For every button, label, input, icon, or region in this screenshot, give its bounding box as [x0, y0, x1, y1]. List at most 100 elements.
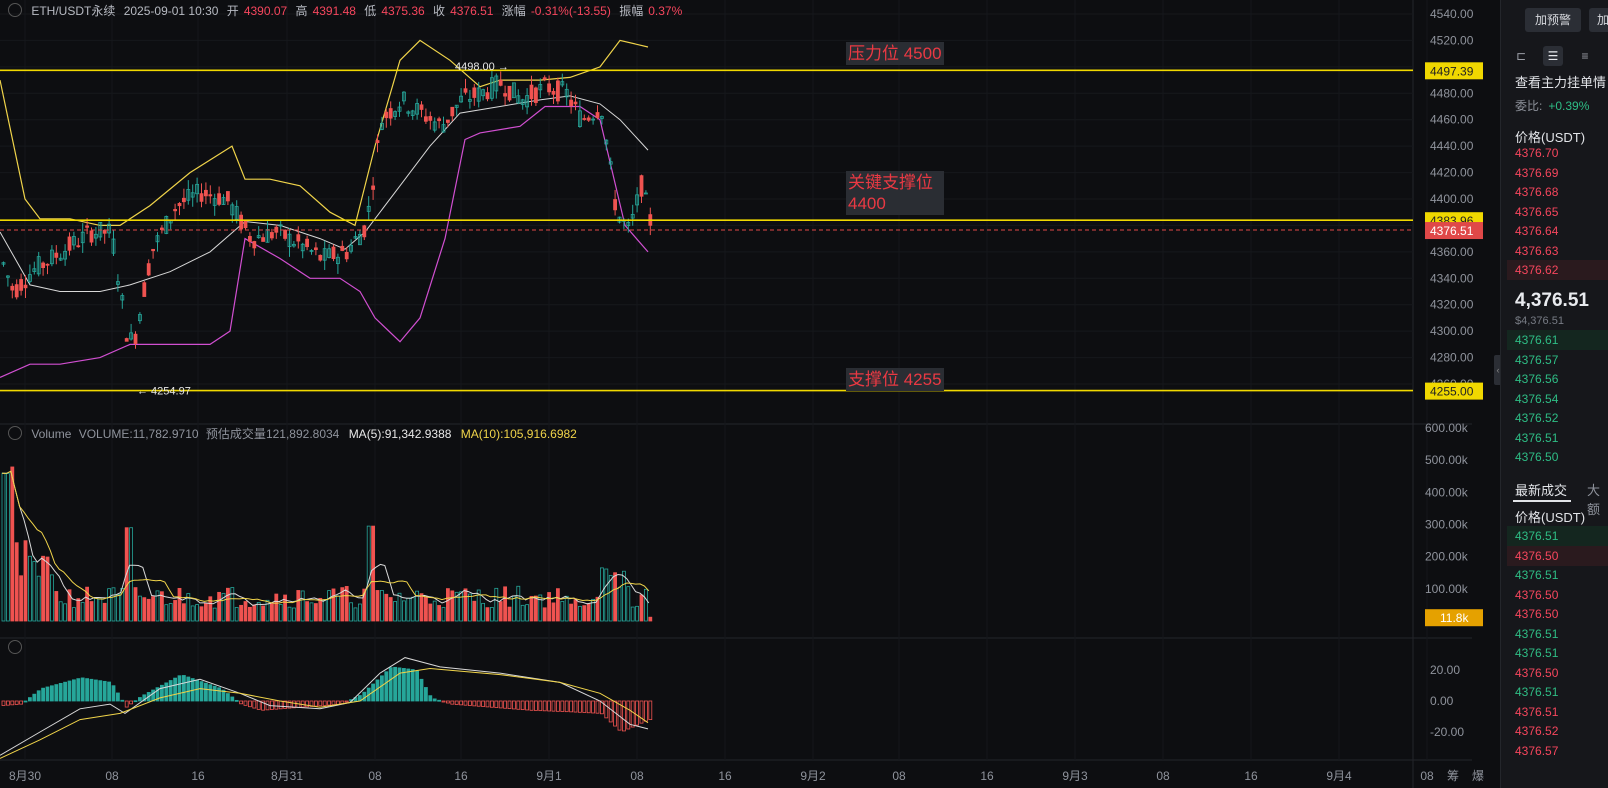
candle-body: [349, 244, 354, 252]
book-asks-icon[interactable]: ≡: [1581, 49, 1589, 63]
tag-4497: 4497.39: [1430, 64, 1474, 78]
volume-bar: [538, 594, 543, 622]
bid-row[interactable]: 4376.57: [1515, 352, 1559, 367]
volume-bar: [582, 605, 587, 622]
volume-bar: [463, 588, 468, 622]
macd-histogram-bar: [305, 700, 310, 708]
bid-row[interactable]: 4376.50: [1515, 450, 1559, 464]
kline-chart[interactable]: 4540.004520.004500.004480.004460.004440.…: [0, 0, 1500, 788]
candle-body: [155, 235, 160, 243]
candle-body: [450, 106, 455, 117]
tab-large-trades[interactable]: 大额: [1587, 483, 1601, 517]
chart-area[interactable]: 4540.004520.004500.004480.004460.004440.…: [0, 0, 1500, 788]
book-both-icon[interactable]: ⊏: [1515, 49, 1527, 63]
volume-bar: [142, 597, 147, 622]
macd-tick-label: 20.00: [1430, 663, 1460, 677]
volume-bar: [32, 561, 37, 622]
candle-body: [467, 99, 472, 102]
bid-row[interactable]: 4376.61: [1507, 330, 1608, 350]
book-bids-icon[interactable]: ☰: [1543, 46, 1563, 66]
macd-histogram-bar: [327, 700, 332, 706]
macd-histogram-bar: [195, 679, 200, 702]
candle-body: [459, 95, 464, 103]
macd-histogram-bar: [151, 689, 156, 702]
candle-body: [454, 104, 459, 108]
collapse-macd-icon[interactable]: [8, 640, 22, 654]
macd-histogram-bar: [67, 680, 72, 702]
key-support-annotation[interactable]: 关键支撑位 4400: [846, 171, 944, 215]
macd-histogram-bar: [441, 700, 446, 703]
candle-body: [296, 234, 301, 242]
ask-row[interactable]: 4376.63: [1515, 243, 1559, 258]
resistance-annotation[interactable]: 压力位 4500: [846, 42, 944, 65]
volume-tag-bg: [1425, 609, 1483, 627]
ask-row[interactable]: 4376.65: [1515, 204, 1559, 219]
panel-collapse-handle[interactable]: ‹: [1494, 355, 1502, 385]
macd-histogram-bar: [234, 699, 239, 702]
boll-mid-line: [0, 95, 649, 292]
ask-row[interactable]: 4376.70: [1515, 146, 1559, 160]
volume-bar: [630, 606, 635, 622]
candle-body: [305, 238, 310, 248]
macd-histogram-bar: [45, 686, 50, 702]
volume-bar: [578, 605, 582, 622]
collapse-volume-icon[interactable]: [8, 426, 22, 440]
time-tick-label: 16: [718, 769, 732, 783]
ask-row[interactable]: 4376.62: [1507, 260, 1608, 280]
bid-row[interactable]: 4376.54: [1515, 391, 1559, 406]
volume-bar: [287, 606, 292, 622]
volume-bar: [397, 592, 402, 622]
time-tick-label: 08: [105, 769, 119, 783]
ask-row[interactable]: 4376.69: [1515, 165, 1559, 180]
candle-body: [309, 250, 314, 252]
trade-row: 4376.51: [1515, 626, 1559, 641]
volume-bar: [208, 596, 213, 622]
volume-bar: [485, 607, 490, 622]
macd-histogram-bar: [168, 680, 173, 702]
collapse-toggle-icon[interactable]: [8, 3, 22, 17]
volume-bar: [551, 602, 556, 622]
macd-histogram-bar: [423, 687, 428, 702]
tag-current: 4376.51: [1430, 224, 1474, 238]
candle-body: [608, 161, 613, 165]
ask-row[interactable]: 4376.64: [1515, 224, 1559, 238]
bid-row[interactable]: 4376.56: [1515, 372, 1559, 386]
candle-body: [6, 275, 10, 278]
candle-body: [85, 225, 89, 228]
macd-histogram-bar: [32, 693, 37, 702]
volume-bar: [445, 588, 450, 622]
add-button[interactable]: 加: [1589, 8, 1608, 32]
macd-histogram-bar: [133, 700, 138, 703]
volume-ma5-line: [1, 470, 650, 606]
macd-histogram-bar: [173, 677, 178, 702]
macd-histogram-bar: [344, 700, 349, 703]
macd-histogram-bar: [41, 687, 45, 702]
volume-bar: [137, 595, 142, 622]
volume-bar: [454, 591, 459, 622]
add-alert-button[interactable]: 加预警: [1525, 8, 1582, 32]
volume-bar: [14, 542, 19, 622]
volume-bar: [525, 604, 529, 622]
main-orders-link[interactable]: 查看主力挂单情: [1515, 75, 1607, 90]
candle-body: [146, 263, 151, 276]
candle-body: [489, 77, 494, 99]
volume-bar: [406, 597, 411, 622]
candle-body: [604, 139, 609, 145]
macd-histogram-bar: [98, 680, 103, 702]
candle-body: [269, 232, 274, 239]
candle-body: [225, 191, 230, 202]
bid-row[interactable]: 4376.52: [1515, 411, 1559, 425]
candle-body: [494, 75, 499, 92]
time-tick-label: 08: [892, 769, 906, 783]
tab-latest-trades[interactable]: 最新成交: [1515, 483, 1568, 498]
candle-body: [635, 194, 639, 206]
support-annotation[interactable]: 支撑位 4255: [846, 368, 944, 391]
volume-bar: [195, 604, 200, 622]
bid-row[interactable]: 4376.51: [1515, 430, 1559, 445]
macd-histogram-bar: [582, 700, 587, 713]
candle-body: [261, 237, 266, 242]
price-tick-label: 4420.00: [1430, 166, 1474, 180]
macd-histogram-bar: [472, 700, 477, 707]
macd-histogram-bar: [459, 700, 464, 706]
ask-row[interactable]: 4376.68: [1515, 185, 1559, 199]
